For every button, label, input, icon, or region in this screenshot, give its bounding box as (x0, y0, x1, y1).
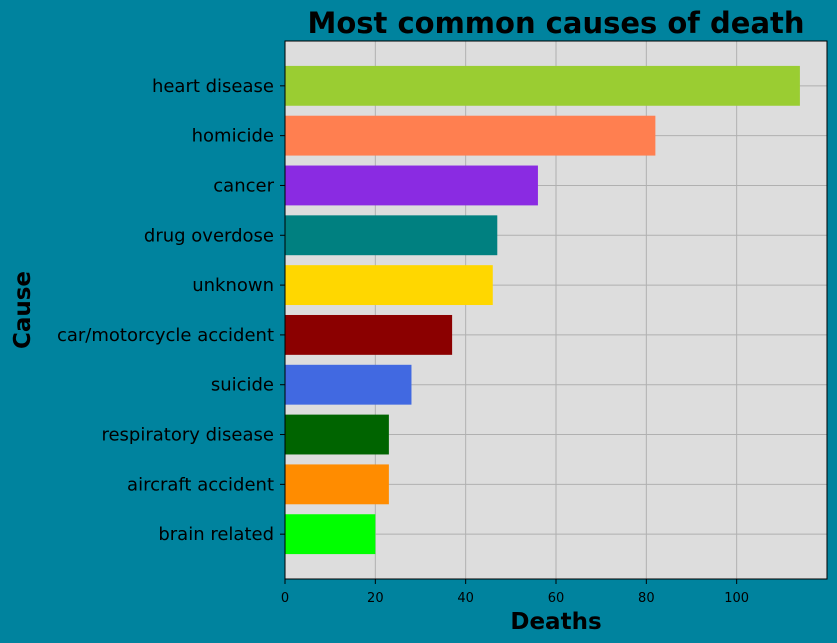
bar (285, 65, 800, 106)
x-tick-label: 20 (367, 591, 384, 606)
x-ticks: 0 20 40 60 80 100 (281, 579, 749, 606)
y-tick-label: car/motorcycle accident (57, 325, 274, 346)
y-tick-label: suicide (211, 375, 274, 396)
y-tick-label: brain related (158, 524, 274, 545)
bar (285, 165, 538, 206)
bar (285, 364, 412, 405)
y-ticks: heart disease homicide cancer drug overdose… (57, 76, 285, 545)
y-axis-label: Cause (10, 271, 36, 349)
y-tick-label: homicide (192, 126, 274, 147)
y-tick-label: cancer (213, 175, 274, 196)
bars (285, 65, 800, 555)
x-tick-label: 40 (457, 591, 474, 606)
bar (285, 314, 453, 355)
bar (285, 464, 389, 505)
bar (285, 414, 389, 455)
bar (285, 265, 493, 306)
y-tick-label: respiratory disease (101, 425, 274, 446)
bar (285, 215, 498, 256)
bar (285, 115, 656, 156)
y-tick-label: aircraft accident (127, 474, 274, 495)
x-tick-label: 100 (724, 591, 749, 606)
chart-title: Most common causes of death (307, 6, 804, 40)
y-tick-label: drug overdose (144, 225, 274, 246)
bar (285, 514, 376, 555)
x-tick-label: 0 (281, 591, 289, 606)
y-tick-label: heart disease (152, 76, 274, 97)
x-tick-label: 80 (638, 591, 655, 606)
x-tick-label: 60 (548, 591, 565, 606)
x-axis-label: Deaths (510, 609, 601, 635)
y-tick-label: unknown (192, 275, 274, 296)
